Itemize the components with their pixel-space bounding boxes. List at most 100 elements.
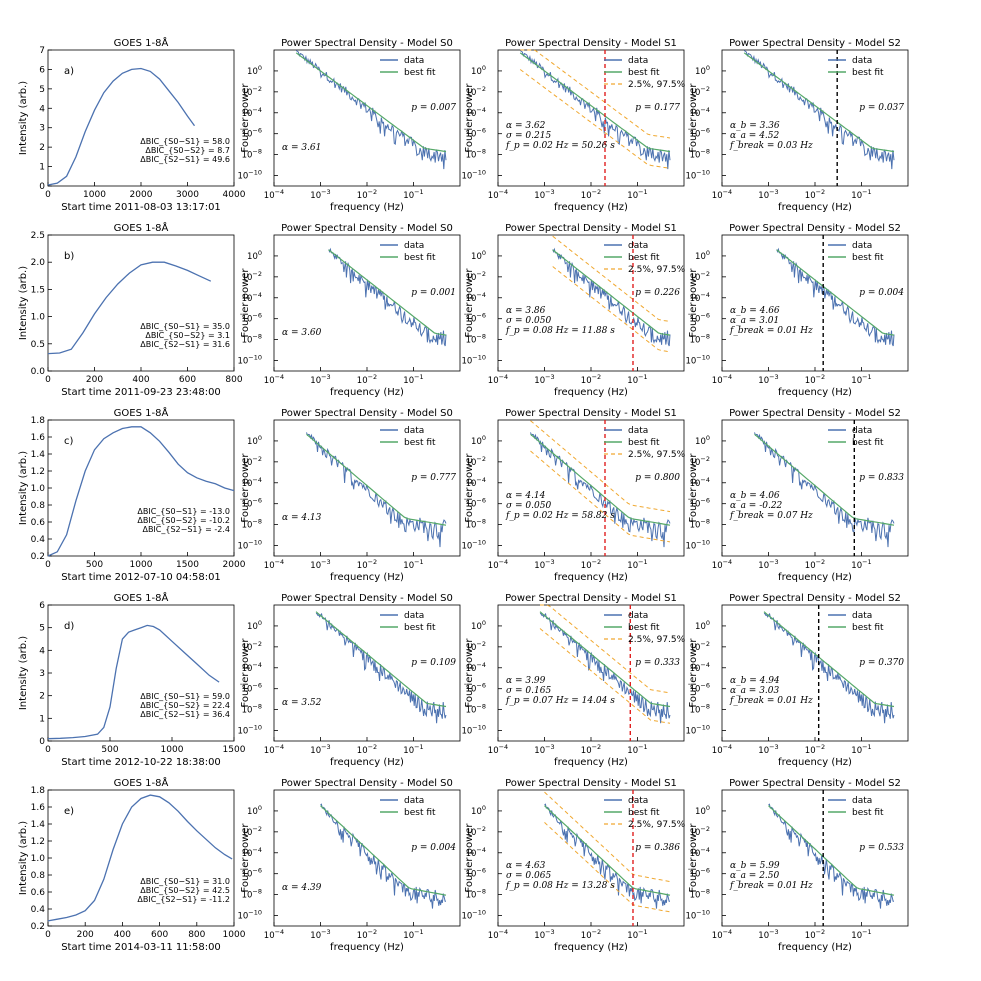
model-parameter-label: α = 3.62 <box>506 121 546 131</box>
psd-xtick-label: 10−1 <box>627 558 647 571</box>
psd-xtick-label: 10−2 <box>357 558 377 571</box>
goes-xlabel: Start time 2014-03-11 11:58:00 <box>61 942 221 953</box>
panel-letter: a) <box>64 66 74 77</box>
legend-data-label: data <box>404 611 424 621</box>
psd-xtick-label: 10−1 <box>627 188 647 201</box>
psd-ylabel: Fourier power <box>240 638 251 708</box>
psd-ylabel: Fourier power <box>240 268 251 338</box>
psd-ytick-label: 10−10 <box>237 169 262 182</box>
psd-ytick-label: 10−10 <box>685 169 710 182</box>
goes-ytick-label: 1.6 <box>31 433 46 443</box>
p-value-label: p = 0.370 <box>859 658 904 668</box>
goes-ytick-label: 4 <box>39 104 45 114</box>
psd-xtick-label: 10−4 <box>488 558 508 571</box>
psd-xtick-label: 10−3 <box>310 928 330 941</box>
panel-letter: d) <box>64 621 74 632</box>
psd-xtick-label: 10−1 <box>403 743 423 756</box>
psd-xlabel: frequency (Hz) <box>778 202 852 213</box>
psd-fit-line <box>295 52 447 153</box>
psd-ytick-label: 10−10 <box>685 354 710 367</box>
model-parameter-label: f_p = 0.08 Hz = 13.28 s <box>505 881 615 891</box>
goes-ytick-label: 0.5 <box>31 340 45 350</box>
legend-data-label: data <box>628 426 648 436</box>
psd-data-line <box>320 803 446 909</box>
psd-xtick-label: 10−3 <box>758 188 778 201</box>
model-parameter-label: α_a = -0.22 <box>730 501 783 511</box>
p-value-label: p = 0.037 <box>859 103 904 113</box>
psd-xlabel: frequency (Hz) <box>554 387 628 398</box>
goes-xtick-label: 0 <box>45 745 51 755</box>
model-parameter-label: σ = 0.065 <box>506 871 551 881</box>
model-parameter-label: α = 3.61 <box>282 143 321 153</box>
legend-data-label: data <box>404 241 424 251</box>
psd-fit-line <box>519 52 671 153</box>
goes-ytick-label: 7 <box>39 46 45 56</box>
goes-xlabel: Start time 2012-10-22 18:38:00 <box>61 757 221 768</box>
psd-data-line <box>754 432 895 548</box>
p-value-label: p = 0.226 <box>635 288 680 298</box>
psd-xlabel: frequency (Hz) <box>330 387 404 398</box>
psd-xtick-label: 10−3 <box>758 743 778 756</box>
goes-ytick-label: 6 <box>39 601 45 611</box>
psd-title: Power Spectral Density - Model S0 <box>281 778 453 789</box>
psd-panel-s0-3: Power Spectral Density - Model S0 frequen… <box>237 593 461 768</box>
psd-fit-line <box>530 433 671 526</box>
legend-fit-label: best fit <box>628 68 660 78</box>
goes-xtick-label: 1000 <box>130 560 153 570</box>
dbic-label: ΔBIC_{S2−S1} = -11.2 <box>137 895 230 904</box>
legend-ci-label: 2.5%, 97.5% <box>628 80 686 90</box>
psd-xlabel: frequency (Hz) <box>554 572 628 583</box>
psd-xtick-label: 10−3 <box>534 558 554 571</box>
goes-ytick-label: 2 <box>39 692 45 702</box>
psd-xtick-label: 10−3 <box>534 743 554 756</box>
psd-title: Power Spectral Density - Model S0 <box>281 38 453 49</box>
psd-ytick-label: 10−10 <box>461 539 486 552</box>
dbic-label: ΔBIC_{S0−S1} = 31.0 <box>140 877 230 886</box>
psd-ytick-label: 100 <box>471 619 486 632</box>
psd-ytick-label: 10−10 <box>237 354 262 367</box>
goes-xtick-label: 800 <box>225 375 242 385</box>
psd-fit-line <box>315 611 447 708</box>
legend-data-label: data <box>628 241 648 251</box>
model-parameter-label: f_p = 0.02 Hz = 58.82 s <box>505 511 615 521</box>
goes-xtick-label: 600 <box>151 930 168 940</box>
dbic-label: ΔBIC_{S2−S1} = 36.4 <box>140 710 230 719</box>
psd-title: Power Spectral Density - Model S2 <box>729 38 901 49</box>
psd-xtick-label: 10−3 <box>310 743 330 756</box>
goes-xlabel: Start time 2011-09-23 23:48:00 <box>61 387 221 398</box>
goes-xtick-label: 1500 <box>223 745 246 755</box>
psd-xtick-label: 10−2 <box>581 743 601 756</box>
psd-ytick-label: 10−10 <box>461 354 486 367</box>
goes-ytick-label: 1.4 <box>31 820 46 830</box>
goes-ytick-label: 1.0 <box>31 854 46 864</box>
p-value-label: p = 0.800 <box>635 473 680 483</box>
legend-fit-label: best fit <box>852 253 884 263</box>
psd-xtick-label: 10−3 <box>310 188 330 201</box>
psd-panel-s1-4: Power Spectral Density - Model S1 frequen… <box>461 778 685 953</box>
psd-xtick-label: 10−3 <box>758 558 778 571</box>
model-parameter-label: α_b = 5.99 <box>730 861 780 871</box>
goes-xtick-label: 500 <box>101 745 118 755</box>
dbic-label: ΔBIC_{S2−S1} = 31.6 <box>140 340 230 349</box>
goes-ytick-label: 2.0 <box>31 258 46 268</box>
goes-xtick-label: 200 <box>86 375 103 385</box>
psd-panel-s0-0: Power Spectral Density - Model S0 frequen… <box>237 38 461 213</box>
psd-panel-s1-2: Power Spectral Density - Model S1 frequen… <box>461 408 685 583</box>
dbic-label: ΔBIC_{S0−S1} = 59.0 <box>140 692 230 701</box>
psd-xtick-label: 10−1 <box>851 743 871 756</box>
psd-title: Power Spectral Density - Model S0 <box>281 593 453 604</box>
psd-ytick-label: 100 <box>695 64 710 77</box>
psd-fit-line <box>743 52 895 153</box>
psd-title: Power Spectral Density - Model S1 <box>505 223 677 234</box>
psd-xtick-label: 10−2 <box>581 373 601 386</box>
psd-ytick-label: 100 <box>471 804 486 817</box>
psd-ytick-label: 100 <box>247 249 262 262</box>
ci-lower-line <box>519 69 671 169</box>
psd-xtick-label: 10−3 <box>310 558 330 571</box>
model-parameter-label: α_b = 4.66 <box>730 306 780 316</box>
model-parameter-label: α = 3.99 <box>506 676 546 686</box>
psd-fit-line <box>328 249 447 336</box>
p-value-label: p = 0.386 <box>635 843 680 853</box>
psd-xtick-label: 10−3 <box>758 373 778 386</box>
goes-ytick-label: 2 <box>39 143 45 153</box>
